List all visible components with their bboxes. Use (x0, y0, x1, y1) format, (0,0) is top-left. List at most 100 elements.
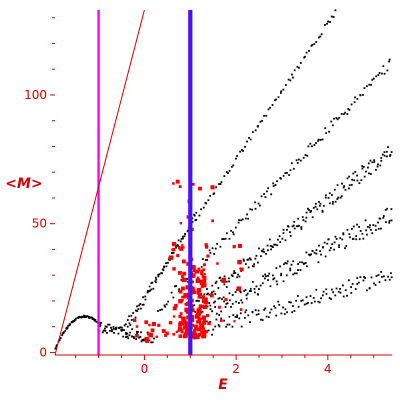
black-point-3 (128, 315, 131, 318)
black-point-354 (267, 249, 269, 252)
black-point-489 (225, 302, 228, 305)
black-point-577 (326, 242, 329, 245)
black-point-385 (301, 216, 304, 219)
black-point-797 (81, 316, 84, 318)
black-point-509 (248, 290, 251, 292)
vertical-lines-layer (97, 10, 193, 355)
black-point-255 (336, 118, 339, 121)
red-point-221 (179, 222, 182, 225)
black-point-366 (281, 237, 284, 240)
black-point-672 (264, 307, 267, 310)
black-point-51 (220, 181, 223, 183)
black-point-570 (318, 244, 320, 247)
black-point-860 (125, 336, 127, 338)
black-point-531 (273, 277, 276, 280)
black-point-753 (390, 272, 392, 275)
black-point-688 (290, 301, 292, 304)
black-point-776 (67, 324, 70, 327)
black-point-583 (333, 241, 336, 244)
black-point-107 (329, 21, 331, 23)
black-point-38 (195, 218, 198, 221)
black-point-220 (272, 185, 275, 187)
black-point-234 (297, 158, 300, 161)
red-point-226 (199, 282, 203, 286)
black-point-227 (286, 172, 288, 174)
black-point-450 (374, 168, 377, 171)
black-point-467 (200, 311, 203, 314)
black-point-486 (222, 296, 225, 299)
black-point-492 (228, 292, 231, 295)
red-point-147 (196, 287, 202, 293)
black-point-435 (358, 182, 361, 185)
red-point-197 (195, 278, 201, 283)
black-point-112 (126, 325, 129, 328)
black-point-319 (227, 277, 230, 280)
black-point-39 (198, 214, 201, 217)
black-point-276 (375, 75, 378, 78)
black-point-834 (104, 325, 107, 328)
black-point-154 (193, 214, 196, 217)
black-point-127 (150, 288, 153, 291)
red-point-95 (161, 329, 166, 333)
black-point-334 (244, 263, 247, 265)
black-point-697 (303, 303, 306, 306)
black-point-173 (187, 281, 189, 283)
black-point-27 (175, 246, 177, 249)
black-point-706 (317, 300, 320, 303)
black-point-855 (121, 326, 123, 329)
black-point-57 (232, 164, 235, 167)
black-point-256 (338, 116, 341, 119)
black-point-714 (330, 298, 333, 301)
black-point-160 (164, 305, 166, 308)
black-point-494 (231, 302, 234, 305)
red-point-114 (204, 297, 208, 302)
black-point-274 (371, 78, 374, 81)
black-point-244 (317, 140, 320, 142)
black-point-110 (334, 9, 337, 12)
red-point-47 (207, 321, 211, 326)
black-point-859 (125, 333, 128, 336)
black-point-756 (54, 347, 57, 350)
black-point-549 (293, 272, 296, 275)
red-point-192 (193, 337, 196, 340)
black-point-713 (328, 297, 331, 299)
black-point-318 (225, 280, 228, 283)
red-point-124 (198, 322, 202, 326)
black-point-472 (206, 305, 209, 308)
black-point-682 (280, 312, 283, 315)
black-point-616 (370, 228, 372, 231)
black-point-475 (209, 304, 212, 307)
black-point-221 (274, 184, 277, 186)
black-point-233 (296, 162, 299, 164)
red-point-134 (181, 244, 184, 247)
black-point-56 (230, 166, 233, 168)
black-point-10 (142, 296, 144, 299)
black-point-113 (128, 322, 131, 325)
black-point-41 (202, 206, 205, 209)
black-point-484 (220, 310, 223, 313)
black-point-182 (204, 259, 207, 261)
black-point-54 (227, 172, 229, 174)
black-point-759 (55, 344, 58, 347)
black-point-454 (380, 157, 383, 159)
black-point-336 (247, 266, 250, 269)
black-point-565 (311, 250, 314, 252)
black-point-721 (339, 291, 342, 294)
black-point-883 (143, 338, 145, 341)
black-point-779 (69, 323, 71, 326)
black-point-184 (208, 249, 211, 252)
black-point-615 (369, 224, 371, 227)
black-point-719 (337, 290, 340, 293)
red-point-129 (181, 276, 185, 279)
black-point-111 (125, 332, 127, 334)
black-point-302 (208, 293, 211, 296)
black-point-503 (241, 301, 244, 304)
black-point-417 (337, 196, 340, 199)
red-point-73 (232, 245, 236, 249)
black-point-804 (86, 315, 89, 318)
black-point-620 (375, 229, 377, 231)
red-point-139 (178, 334, 183, 338)
black-point-48 (215, 186, 218, 189)
black-point-180 (200, 265, 203, 268)
red-point-181 (182, 246, 185, 249)
